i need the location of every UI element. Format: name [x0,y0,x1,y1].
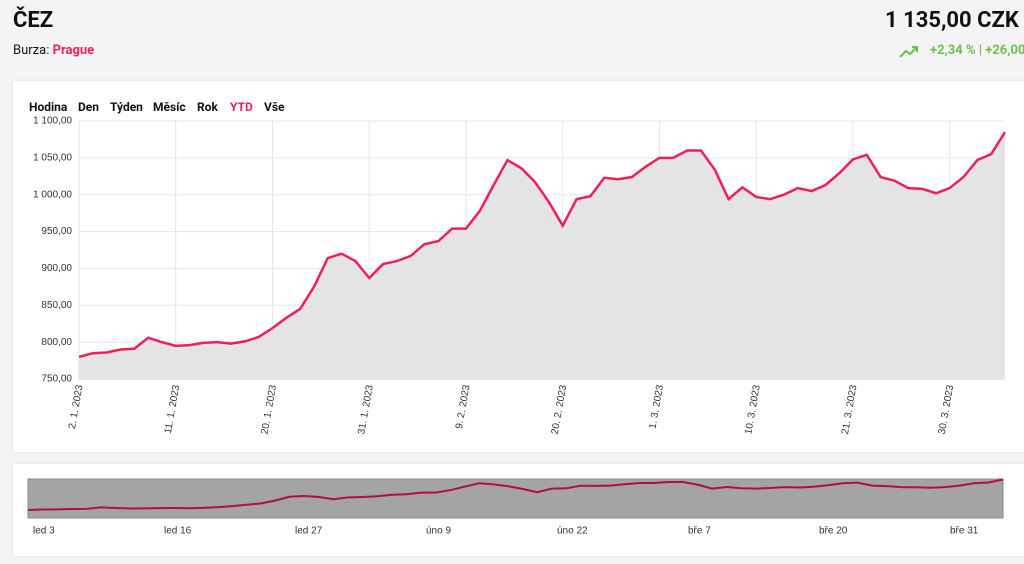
line [78,131,1007,359]
navigator-label: bře 20 [819,526,848,537]
y-tick-label: 950,00 [41,226,72,237]
price: 1 135,00 CZK [885,8,1019,33]
x-tick-label: 31. 1. 2023 [356,384,376,436]
navigator-label: led 27 [295,526,323,537]
x-tick-label: 1. 3. 2023 [647,384,666,430]
x-tick-label: 10. 3. 2023 [743,384,763,436]
area [79,132,1005,379]
exchange: Prague [52,43,95,58]
range-button[interactable]: Hodina [29,100,68,114]
range-button[interactable]: Vše [264,100,285,114]
navigator-window [27,478,1004,519]
navigator-line [27,478,1004,511]
trend-icon [899,46,918,58]
x-tick-label: 11. 1. 2023 [163,384,182,435]
range-button[interactable]: Rok [197,100,218,114]
y-tick-label: 900,00 [41,263,72,274]
price-change: +2,34 % | +26,00 [930,43,1024,58]
y-tick-label: 1 050,00 [33,152,72,163]
x-tick-label: 21. 3. 2023 [840,384,860,436]
navigator-label: úno 9 [426,526,451,537]
navigator-label: bře 31 [950,526,979,537]
exchange-info: Burza: Prague [13,43,94,58]
y-tick-label: 1 000,00 [33,189,72,200]
range-button[interactable]: Měsíc [153,100,186,114]
navigator-label: led 3 [33,526,55,537]
navigator-label: bře 7 [688,526,711,537]
navigator-label: úno 22 [557,526,588,537]
y-tick-label: 1 100,00 [33,116,72,127]
range-button[interactable]: Den [78,100,100,114]
y-tick-label: 800,00 [41,337,72,348]
x-tick-label: 9. 2. 2023 [454,384,473,430]
x-tick-label: 20. 2. 2023 [550,384,570,436]
stock-title: ČEZ [13,8,54,33]
range-button[interactable]: YTD [230,100,253,114]
exchange-label: Burza: [13,43,50,58]
y-tick-label: 750,00 [41,374,72,385]
x-tick-label: 20. 1. 2023 [260,384,280,436]
y-tick-label: 850,00 [41,300,72,311]
navigator-label: led 16 [164,526,192,537]
range-button[interactable]: Týden [110,100,143,114]
x-tick-label: 2. 1. 2023 [67,384,86,430]
x-tick-label: 30. 3. 2023 [937,384,957,436]
